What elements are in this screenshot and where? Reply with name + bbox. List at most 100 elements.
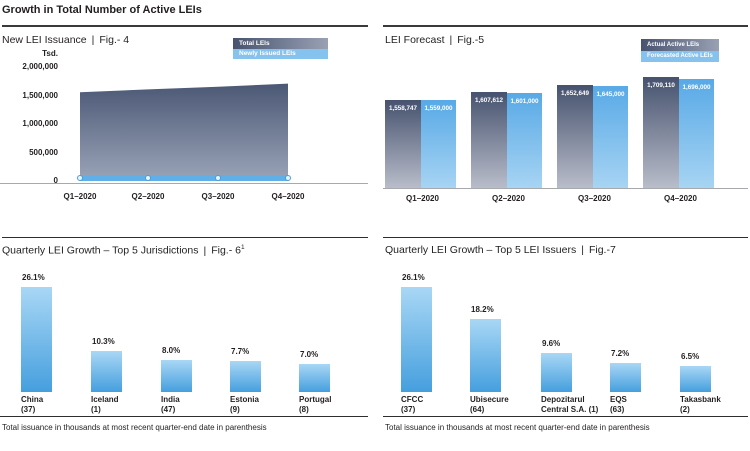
category-label: Estonia (9) <box>230 395 259 414</box>
category-label-line: (37) <box>21 404 36 414</box>
title-separator: | <box>449 34 453 46</box>
figure-label: Fig.-7 <box>588 244 616 256</box>
x-axis-label: Q2–2020 <box>131 192 165 201</box>
category-label-line: (63) <box>610 404 625 414</box>
issuer-bar-2 <box>470 318 501 392</box>
bar-value-label: 7.2% <box>611 349 630 359</box>
title-separator: | <box>91 34 95 46</box>
bottom-rule-left <box>0 416 368 417</box>
forecast-bar-Q1–2020 <box>421 99 456 188</box>
category-label-line: (47) <box>161 404 176 414</box>
legend-label: Forecasted Active LEIs <box>647 53 713 60</box>
category-label-line: India <box>161 395 180 404</box>
y-tick-label: 500,000 <box>29 147 58 157</box>
issuer-bar-3 <box>541 353 572 392</box>
x-axis-label: Q4–2020 <box>271 192 305 201</box>
legend-label: Total LEIs <box>239 39 270 47</box>
data-point-marker <box>215 175 221 181</box>
issuer-bar-1 <box>401 286 432 392</box>
jurisdiction-bar-5 <box>299 363 330 392</box>
bar-value-label: 7.0% <box>300 349 319 359</box>
x-axis-label: Q2–2020 <box>492 194 525 203</box>
category-label: Iceland (1) <box>91 395 119 414</box>
bar-value-label: 26.1% <box>402 272 425 282</box>
legend-item-newly-issued-leis: Newly Issued LEIs <box>233 48 328 59</box>
bar-value-label: 18.2% <box>471 304 494 314</box>
category-label-line: (2) <box>680 404 690 414</box>
issuer-bar-4 <box>610 363 641 392</box>
actual-bar-Q3–2020 <box>557 85 593 188</box>
header-rule-left <box>2 25 368 27</box>
figure-label: Fig.- 6 <box>211 244 241 257</box>
jurisdiction-bar-3 <box>161 359 192 392</box>
forecast-bar-value: 1,601,000 <box>510 98 539 106</box>
forecast-bar-value: 1,645,000 <box>596 91 625 99</box>
actual-bar-Q1–2020 <box>385 99 421 188</box>
figure-label: Fig.- 4 <box>99 34 130 46</box>
legend-fig5: Actual Active LEIs Forecasted Active LEI… <box>641 39 719 62</box>
forecast-bar-value: 1,696,000 <box>682 83 711 91</box>
category-label-line: Ubisecure <box>470 395 509 404</box>
y-tick-label: 1,500,000 <box>22 90 58 100</box>
data-point-marker <box>145 175 151 181</box>
category-label: Ubisecure (64) <box>470 395 509 414</box>
page-title: Growth in Total Number of Active LEIs <box>2 4 202 16</box>
chart-title-fig4: New LEI Issuance | Fig.- 4 <box>2 34 129 46</box>
actual-bar-value: 1,652,649 <box>560 90 589 98</box>
legend-item-actual-active-leis: Actual Active LEIs <box>641 39 719 51</box>
panel-top5-issuers: Quarterly LEI Growth – Top 5 LEI Issuers… <box>383 238 750 451</box>
category-label-line: Iceland <box>91 395 119 404</box>
category-label: Depozitarul Central S.A. (1) <box>541 395 598 414</box>
panel-new-lei-issuance: New LEI Issuance | Fig.- 4 Total LEIs Newl… <box>0 28 368 237</box>
category-label-line: (9) <box>230 404 240 414</box>
category-label-line: China <box>21 395 44 404</box>
y-tick-label: 2,000,000 <box>22 62 58 71</box>
category-label-line: Estonia <box>230 395 259 404</box>
bar-value-label: 26.1% <box>22 272 45 282</box>
jurisdiction-bar-1 <box>21 286 52 392</box>
bar-value-label: 6.5% <box>681 351 700 361</box>
category-label-line: (64) <box>470 404 485 414</box>
y-tick-label: 0 <box>53 176 58 185</box>
newly-issued-band <box>80 175 288 181</box>
footnote-left: Total issuance in thousands at most rece… <box>2 423 267 432</box>
legend-label: Newly Issued LEIs <box>239 50 296 58</box>
forecast-bar-Q4–2020 <box>679 78 714 188</box>
forecast-bar-Q3–2020 <box>593 86 628 188</box>
panel-lei-forecast: LEI Forecast | Fig.-5 Actual Active LEIs F… <box>383 28 750 237</box>
x-axis-label: Q1–2020 <box>406 194 439 203</box>
bar-value-label: 8.0% <box>162 345 181 355</box>
bar-value-label: 10.3% <box>92 336 115 346</box>
actual-bar-value: 1,558,747 <box>388 104 417 112</box>
figure-footnote-marker: 1 <box>240 244 245 251</box>
issuer-bar-5 <box>680 365 711 392</box>
y-axis-unit-label: Tsd. <box>42 49 58 58</box>
category-label-line: EQS <box>610 395 627 404</box>
chart-title-text: LEI Forecast <box>385 34 445 46</box>
bar-value-label: 7.7% <box>231 347 250 357</box>
category-label-line: Depozitarul <box>541 395 585 404</box>
x-axis-label: Q3–2020 <box>201 192 235 201</box>
category-label-line: CFCC <box>401 395 424 404</box>
actual-bar-value: 1,709,110 <box>647 81 675 89</box>
bar-value-label: 9.6% <box>542 339 561 349</box>
data-point-marker <box>285 175 291 181</box>
jurisdiction-bar-2 <box>91 350 122 392</box>
header-rule-right <box>383 25 748 27</box>
category-label-line: (1) <box>91 404 101 414</box>
x-axis-label: Q1–2020 <box>63 192 97 201</box>
chart-title-text: Quarterly LEI Growth – Top 5 LEI Issuers <box>385 244 577 256</box>
section-rule-left <box>2 237 368 238</box>
chart-title-fig5: LEI Forecast | Fig.-5 <box>385 34 484 46</box>
bottom-rule-right <box>383 416 748 417</box>
section-rule-right <box>383 237 748 238</box>
category-label: Takasbank (2) <box>680 395 721 414</box>
category-label-line: (37) <box>401 404 416 414</box>
category-label-line: (8) <box>299 404 309 414</box>
category-label-line: Portugal <box>299 395 332 404</box>
fig4-x-axis <box>0 183 368 184</box>
title-separator: | <box>203 244 207 257</box>
panel-top5-jurisdictions: Quarterly LEI Growth – Top 5 Jurisdictio… <box>0 238 368 451</box>
category-label-line: Takasbank <box>680 395 721 404</box>
